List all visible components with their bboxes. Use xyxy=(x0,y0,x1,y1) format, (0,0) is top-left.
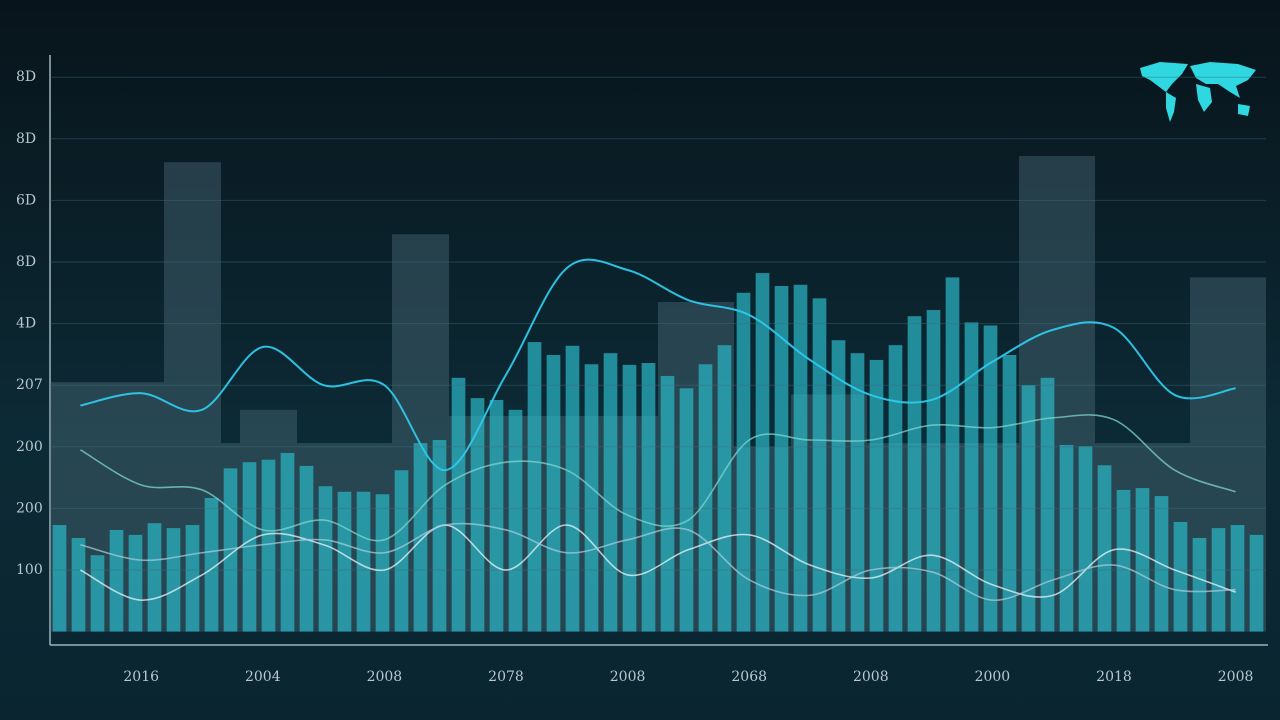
bar xyxy=(166,528,181,632)
bar xyxy=(1097,465,1112,632)
bar xyxy=(223,468,238,632)
bar xyxy=(641,363,656,632)
bar xyxy=(299,465,314,632)
bar xyxy=(109,529,124,632)
bar xyxy=(128,534,143,632)
bar xyxy=(508,409,523,632)
y-tick-label: 207 xyxy=(16,377,43,393)
y-tick-label: 200 xyxy=(16,500,43,516)
bar xyxy=(869,359,884,632)
bar xyxy=(71,537,86,632)
bar xyxy=(793,284,808,632)
bar xyxy=(185,525,200,632)
bar xyxy=(1173,521,1188,632)
bar xyxy=(603,353,618,632)
bar xyxy=(679,388,694,632)
y-tick-label: 200 xyxy=(16,439,43,455)
x-tick-label: 2068 xyxy=(731,669,767,685)
x-tick-label: 2008 xyxy=(610,669,646,685)
bar xyxy=(413,443,428,632)
y-tick-label: 8D xyxy=(16,69,36,85)
bar xyxy=(812,298,827,632)
bar xyxy=(470,398,485,632)
bar xyxy=(736,292,751,632)
line xyxy=(79,414,1236,542)
x-tick-label: 2004 xyxy=(245,669,281,685)
bar xyxy=(375,494,390,632)
bar xyxy=(755,273,770,632)
bar xyxy=(204,497,219,632)
bar xyxy=(1059,444,1074,632)
bar xyxy=(451,377,466,632)
bar xyxy=(337,491,352,632)
bar xyxy=(489,399,504,632)
bar xyxy=(432,440,447,632)
bar xyxy=(1135,488,1150,632)
bar xyxy=(1249,534,1264,632)
bar xyxy=(318,486,333,632)
bar xyxy=(546,355,561,632)
bar xyxy=(1078,446,1093,632)
line xyxy=(80,258,1236,472)
bar xyxy=(1040,377,1055,632)
bar xyxy=(945,277,960,632)
x-tick-label: 2008 xyxy=(1218,669,1254,685)
x-tick-label: 2016 xyxy=(123,669,159,685)
bar xyxy=(1211,528,1226,632)
bar xyxy=(964,322,979,632)
bar xyxy=(831,340,846,632)
x-tick-label: 2000 xyxy=(975,669,1011,685)
bar xyxy=(1192,537,1207,632)
y-tick-label: 8D xyxy=(16,131,36,147)
bar xyxy=(850,353,865,632)
bar xyxy=(527,342,542,632)
y-tick-label: 100 xyxy=(16,562,43,578)
bar xyxy=(1230,525,1245,632)
bar xyxy=(90,555,105,632)
bar xyxy=(622,364,637,632)
bar xyxy=(888,345,903,632)
bar xyxy=(584,364,599,632)
y-tick-label: 8D xyxy=(16,254,36,270)
line xyxy=(80,524,1236,601)
bar xyxy=(926,310,941,632)
bar xyxy=(394,470,409,632)
bar xyxy=(983,325,998,632)
bar xyxy=(1021,385,1036,632)
x-tick-label: 2078 xyxy=(488,669,524,685)
world-map-icon xyxy=(1140,62,1256,122)
bar xyxy=(52,525,67,632)
bar xyxy=(147,523,162,632)
bar xyxy=(907,316,922,632)
bar xyxy=(717,345,732,632)
backdrop-bar xyxy=(164,162,183,632)
x-tick-label: 2018 xyxy=(1096,669,1132,685)
x-tick-label: 2008 xyxy=(367,669,403,685)
bar xyxy=(565,345,580,632)
line xyxy=(80,522,1236,601)
bar xyxy=(698,364,713,632)
bar xyxy=(261,459,276,632)
bar xyxy=(356,491,371,632)
bar xyxy=(774,286,789,632)
backdrop-bar xyxy=(183,162,202,632)
bar xyxy=(1116,489,1131,632)
bar xyxy=(660,375,675,632)
y-tick-label: 6D xyxy=(16,192,36,208)
x-tick-label: 2008 xyxy=(853,669,889,685)
y-tick-label: 4D xyxy=(16,316,36,332)
